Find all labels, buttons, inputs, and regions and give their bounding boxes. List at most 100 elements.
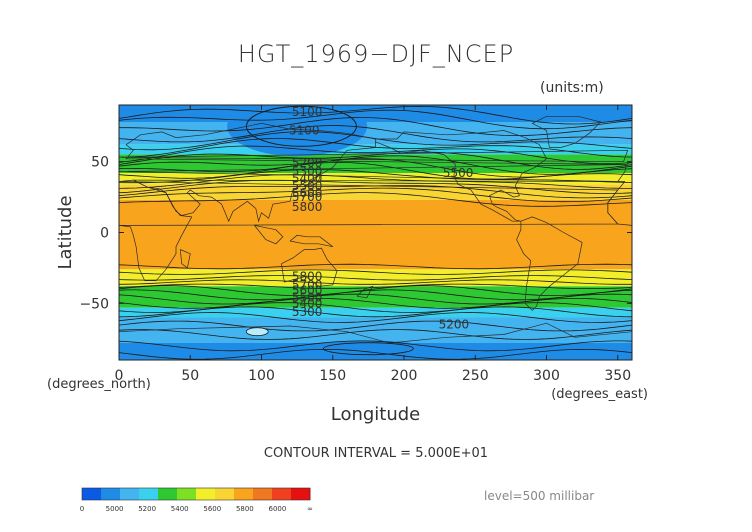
contour-label-8: 5700 — [292, 190, 323, 204]
antarctic-low-region — [308, 340, 429, 357]
colorbar-label-2: 5200 — [138, 505, 156, 513]
x-tick-label-3: 150 — [319, 368, 346, 384]
contour-label-1: 5100 — [289, 124, 320, 138]
x-tick-label-5: 250 — [462, 368, 489, 384]
contour-label-7: 5600 — [292, 186, 323, 200]
colorbar-swatch-1 — [101, 488, 121, 500]
contour-line-22 — [119, 285, 632, 296]
units-label: (units:m) — [540, 80, 604, 96]
x-tick-label-6: 300 — [533, 368, 560, 384]
chart-title: HGT_1969−DJF_NCEP — [237, 40, 515, 68]
contour-label-0: 5100 — [292, 105, 323, 119]
contour-label-16: 5200 — [439, 318, 470, 332]
contour-line-21 — [119, 283, 632, 289]
color-band-3 — [119, 154, 632, 173]
y-tick-label-2: −50 — [79, 296, 109, 312]
color-band-2 — [119, 144, 632, 155]
color-band-7 — [119, 269, 632, 287]
contour-closed-low-south — [322, 342, 414, 356]
contour-label-2: 5500 — [443, 166, 474, 180]
x-unit-label: (degrees_east) — [551, 387, 648, 402]
contour-label-10: 5800 — [292, 269, 323, 283]
coastline-2 — [281, 247, 338, 287]
coastline-5 — [531, 115, 602, 148]
coastline-1 — [119, 179, 619, 282]
contour-label-11: 5700 — [292, 278, 323, 292]
contour-line-16 — [119, 192, 632, 207]
coastline-8 — [254, 225, 284, 245]
contour-labels: 5100510055005200530054005500560057005800… — [289, 105, 473, 332]
contour-line-3 — [119, 125, 632, 143]
colorbar-swatch-9 — [253, 488, 273, 500]
x-tick-label-4: 200 — [391, 368, 418, 384]
coastline-7 — [289, 234, 334, 248]
contour-closed-small — [245, 327, 269, 337]
coastline-wrap-2 — [607, 181, 626, 213]
contour-line-10 — [119, 161, 632, 180]
contour-line-29 — [119, 320, 632, 332]
contour-line-27 — [119, 306, 632, 318]
coastline-3 — [375, 130, 547, 222]
arctic-low-region — [227, 105, 368, 157]
contour-line-31 — [119, 340, 632, 352]
colorbar-label-1: 5000 — [106, 505, 124, 513]
coastline-wrap-0 — [617, 161, 632, 182]
contour-label-15: 5300 — [292, 305, 323, 319]
x-tick-label-7: 350 — [604, 368, 631, 384]
colorbar-swatch-11 — [291, 488, 311, 500]
contour-line-13 — [119, 179, 632, 194]
contour-line-15 — [119, 187, 632, 203]
contour-label-12: 5600 — [292, 284, 323, 298]
colorbar-swatch-2 — [120, 488, 140, 500]
contour-line-2 — [119, 117, 632, 136]
x-tick-label-1: 50 — [181, 368, 199, 384]
color-band-8 — [119, 286, 632, 308]
coastline-outlines — [119, 115, 632, 344]
contour-line-8 — [119, 155, 632, 175]
coastline-12 — [179, 249, 191, 269]
contour-line-18 — [119, 269, 632, 275]
y-axis-title: Latitude — [55, 195, 76, 269]
axes: 0 50 100 150 200 250 300 350 50 0 −50 Longitude Lati… — [47, 105, 648, 425]
colorbar-swatch-3 — [139, 488, 159, 500]
contour-line-28 — [119, 312, 632, 323]
coastline-9 — [304, 170, 322, 187]
contour-label-13: 5500 — [292, 291, 323, 305]
color-band-6 — [119, 199, 632, 270]
contour-label-3: 5200 — [292, 156, 323, 170]
colorbar-label-4: 5600 — [203, 505, 221, 513]
color-band-5 — [119, 184, 632, 200]
contour-line-0 — [119, 105, 632, 125]
coastline-wrap-1 — [607, 212, 632, 226]
colorbar-label-0: 0 — [80, 505, 84, 513]
colorbar-swatch-5 — [177, 488, 197, 500]
y-unit-label: (degrees_north) — [47, 377, 151, 392]
contour-line-12 — [119, 174, 632, 189]
contour-line-7 — [119, 151, 632, 170]
colorbar-swatch-4 — [158, 488, 178, 500]
contour-line-25 — [119, 298, 632, 309]
contour-line-30 — [119, 329, 632, 340]
contour-lines — [119, 105, 632, 360]
contour-label-6: 5500 — [292, 179, 323, 193]
contour-line-4 — [119, 131, 632, 151]
coastline-10 — [121, 149, 629, 163]
colorbar-swatch-10 — [272, 488, 292, 500]
color-band-9 — [119, 307, 632, 318]
colorbar-frame — [81, 487, 311, 501]
coastline-11 — [356, 285, 374, 299]
contour-label-14: 5400 — [292, 296, 323, 310]
colorbar-label-3: 5400 — [171, 505, 189, 513]
colorbar-swatch-6 — [196, 488, 216, 500]
level-text: level=500 millibar — [484, 489, 595, 503]
x-tick-label-0: 0 — [115, 368, 124, 384]
contour-label-9: 5800 — [292, 200, 323, 214]
colorbar: 0 5000 5200 5400 5600 5800 6000 ∞ — [80, 487, 313, 513]
contour-line-20 — [119, 279, 632, 285]
contour-label-5: 5400 — [292, 172, 323, 186]
coastline-6 — [119, 322, 632, 344]
contour-line-23 — [119, 289, 632, 301]
colorbar-swatch-0 — [82, 488, 102, 500]
contour-line-1 — [119, 109, 632, 130]
